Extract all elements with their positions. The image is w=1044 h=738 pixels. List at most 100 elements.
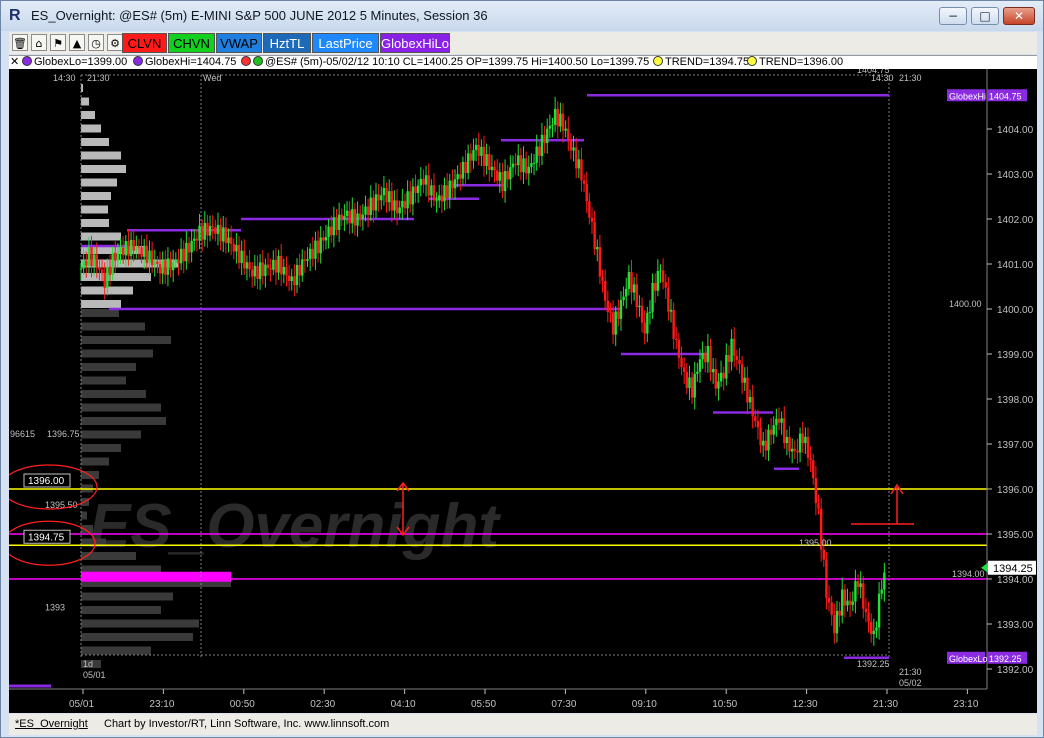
candle-body bbox=[835, 610, 839, 634]
price-tick-label: 1392.00 bbox=[997, 665, 1034, 676]
chart-tab[interactable]: *ES_Overnight bbox=[15, 718, 88, 730]
candle-body bbox=[409, 191, 412, 205]
last-price-tag: 1394.25 bbox=[993, 563, 1033, 575]
candle-body bbox=[348, 210, 351, 224]
candle-body bbox=[327, 226, 330, 238]
candle-body bbox=[337, 214, 341, 230]
candle-body bbox=[814, 478, 818, 504]
lastprice-button[interactable]: LastPrice bbox=[312, 33, 379, 53]
candle-body bbox=[464, 161, 467, 174]
profile-bar-upper bbox=[81, 219, 109, 227]
candle-body bbox=[514, 163, 517, 166]
candle-body bbox=[472, 150, 475, 161]
profile-bar-lower bbox=[81, 430, 141, 439]
candle-body bbox=[543, 134, 546, 144]
candle-body bbox=[819, 508, 823, 550]
candle-body bbox=[448, 180, 451, 199]
profile-bar-upper bbox=[81, 124, 101, 133]
candle-body bbox=[503, 171, 507, 192]
candle-body bbox=[135, 246, 138, 251]
candle-body bbox=[764, 440, 768, 451]
candle-body bbox=[574, 147, 578, 169]
toolbar-settings-icon[interactable]: ⚙ bbox=[107, 34, 123, 51]
candle-body bbox=[722, 372, 725, 379]
price-tick-label: 1395.00 bbox=[997, 530, 1034, 541]
price-tick-label: 1398.00 bbox=[997, 395, 1034, 406]
maximize-button[interactable]: □ bbox=[971, 7, 999, 25]
candle-body bbox=[190, 240, 193, 253]
candle-body bbox=[632, 284, 636, 293]
candle-body bbox=[812, 460, 815, 479]
time-tick-label: 02:30 bbox=[310, 699, 335, 710]
candle-body bbox=[195, 238, 199, 241]
candle-body bbox=[124, 241, 127, 256]
price-chart[interactable]: ES_Overnight 1404.00 1403.00 1402.00 1401.0… bbox=[9, 69, 1037, 713]
time-tick-label: 23:10 bbox=[953, 699, 978, 710]
candle-body bbox=[738, 360, 741, 365]
candle-body bbox=[511, 163, 515, 168]
candle-body bbox=[372, 197, 375, 211]
chvn-button[interactable]: CHVN bbox=[168, 33, 215, 53]
candle-body bbox=[206, 223, 209, 236]
candle-body bbox=[698, 359, 702, 372]
candle-body bbox=[822, 549, 825, 560]
candle-body bbox=[185, 242, 188, 262]
candle-body bbox=[324, 237, 328, 241]
candle-body bbox=[709, 345, 712, 373]
clvn-button[interactable]: CLVN bbox=[122, 33, 167, 53]
candle-body bbox=[482, 146, 486, 166]
candle-body bbox=[625, 288, 628, 297]
candle-body bbox=[872, 630, 876, 635]
candle-body bbox=[87, 247, 91, 266]
hzttl-button[interactable]: HztTL bbox=[263, 33, 311, 53]
candle-body bbox=[638, 305, 641, 308]
candle-body bbox=[517, 155, 520, 166]
globexhilo-button[interactable]: GlobexHiLo bbox=[380, 33, 450, 53]
close-button[interactable]: ✕ bbox=[1003, 7, 1035, 25]
toolbar-flag-icon[interactable]: ⚑ bbox=[50, 34, 66, 51]
candle-body bbox=[158, 263, 162, 274]
profile-bar-lower bbox=[81, 322, 145, 331]
trend-tag: 1394.75 bbox=[28, 532, 65, 543]
title-bar[interactable]: R ES_Overnight: @ES# (5m) E-MINI S&P 500… bbox=[1, 1, 1043, 31]
candle-body bbox=[430, 185, 433, 196]
candle-body bbox=[727, 355, 731, 362]
candle-body bbox=[751, 396, 754, 417]
candle-body bbox=[841, 589, 844, 616]
candle-body bbox=[509, 167, 512, 180]
globex-hi-price: 1404.75 bbox=[989, 91, 1022, 101]
candle-body bbox=[82, 260, 85, 269]
candle-body bbox=[640, 305, 644, 323]
volume-label: 96615 bbox=[10, 429, 35, 439]
candle-body bbox=[356, 213, 359, 226]
legend-close-icon[interactable]: ✕ bbox=[10, 56, 20, 68]
toolbar-clock-icon[interactable]: ◷ bbox=[88, 34, 104, 51]
candle-body bbox=[474, 144, 478, 151]
candle-body bbox=[740, 364, 744, 383]
minimize-button[interactable]: − bbox=[939, 7, 967, 25]
candle-body bbox=[427, 175, 430, 196]
chart-canvas[interactable]: ES_Overnight 1404.00 1403.00 1402.00 1401.0… bbox=[9, 69, 1037, 713]
candle-body bbox=[598, 247, 602, 277]
candle-body bbox=[380, 195, 383, 201]
toolbar-home-icon[interactable]: ⌂ bbox=[31, 34, 47, 51]
candle-body bbox=[366, 206, 370, 216]
candle-body bbox=[177, 259, 180, 264]
candle-body bbox=[111, 252, 114, 276]
candle-body bbox=[680, 357, 683, 368]
candle-body bbox=[203, 223, 206, 240]
vwap-button[interactable]: VWAP bbox=[216, 33, 262, 53]
candle-body bbox=[501, 172, 504, 192]
profile-bar-lower bbox=[81, 336, 171, 344]
candle-body bbox=[846, 600, 849, 606]
candle-body bbox=[461, 161, 465, 179]
candle-body bbox=[540, 134, 544, 156]
candle-body bbox=[690, 377, 694, 398]
candle-body bbox=[585, 183, 588, 202]
candle-body bbox=[256, 265, 259, 280]
candle-body bbox=[245, 262, 249, 269]
toolbar-chart-icon[interactable]: ▲ bbox=[69, 34, 85, 51]
candle-body bbox=[546, 128, 549, 144]
toolbar-trash-icon[interactable]: 🗑 bbox=[12, 34, 28, 51]
